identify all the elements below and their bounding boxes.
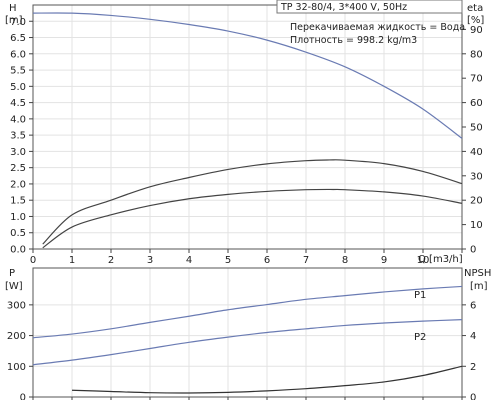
top-panel-series: [32, 12, 463, 249]
x-tick-label: 8: [342, 255, 348, 266]
top-left-tick-label: 2.0: [10, 179, 26, 190]
x-tick-label: 9: [381, 255, 387, 266]
bottom-panel-grid: [33, 268, 462, 398]
x-tick-label: 1: [69, 255, 75, 266]
top-left-tick-label: 6.5: [10, 33, 26, 44]
top-right-tick-label: 40: [470, 147, 483, 158]
bottom-panel-frame: [32, 267, 463, 398]
top-series-0-line: [32, 12, 463, 139]
bottom-panel-ticks: 0 100 200 300 0 2 4 6: [7, 300, 476, 400]
x-tick-label: 7: [303, 255, 309, 266]
x-axis-label: Q [m3/h]: [418, 254, 463, 265]
title-box: [276, 0, 463, 14]
top-right-tick-label: 60: [470, 98, 483, 109]
bottom-right-tick-label: 4: [470, 331, 476, 342]
top-left-tick-label: 1.5: [10, 196, 26, 207]
x-tick-label: 3: [147, 255, 153, 266]
top-right-tick-label: 30: [470, 171, 483, 182]
top-left-tick-label: 6.0: [10, 49, 26, 60]
top-left-tick-label: 7.0: [10, 17, 26, 28]
top-left-tick-label: 1.0: [10, 212, 26, 223]
top-right-tick-label: 70: [470, 74, 483, 85]
bottom-right-axis-label: NPSH: [464, 268, 491, 279]
top-left-tick-label: 4.5: [10, 98, 26, 109]
x-tick-label: 4: [186, 255, 192, 266]
series-label-p2: P2: [414, 332, 426, 343]
top-right-tick-label: 90: [470, 25, 483, 36]
top-left-axis-unit: [m]: [5, 15, 23, 26]
bottom-right-tick-label: 6: [470, 300, 476, 311]
top-series-1-line: [42, 159, 463, 245]
top-left-tick-label: 0.5: [10, 228, 26, 239]
bottom-left-tick-label: 300: [7, 300, 26, 311]
bottom-left-tick-label: 0: [20, 393, 26, 400]
bottom-right-tick-label: 2: [470, 362, 476, 373]
top-left-tick-label: 2.5: [10, 163, 26, 174]
bottom-right-tick-label: 0: [470, 393, 476, 400]
top-panel-grid: [33, 5, 462, 250]
top-left-tick-label: 5.0: [10, 82, 26, 93]
annotation-density: Плотность = 998.2 kg/m3: [290, 35, 417, 46]
x-tick-label: 2: [108, 255, 114, 266]
top-left-axis-label: H: [9, 3, 17, 14]
top-left-tick-label: 0.0: [10, 245, 26, 256]
top-right-tick-label: 20: [470, 196, 483, 207]
annotation-fluid: Перекачиваемая жидкость = Вода: [290, 22, 465, 33]
top-left-tick-label: 3.5: [10, 131, 26, 142]
bottom-left-axis-unit: [W]: [5, 281, 23, 292]
top-right-axis-unit: [%]: [467, 15, 484, 26]
bottom-left-tick-label: 100: [7, 362, 26, 373]
bottom-panel-series: [32, 285, 463, 394]
top-left-tick-label: 5.5: [10, 66, 26, 77]
top-left-tick-label: 3.0: [10, 147, 26, 158]
bottom-left-tick-label: 200: [7, 331, 26, 342]
bottom-right-axis-unit: [m]: [470, 281, 488, 292]
top-left-tick-label: 4.0: [10, 114, 26, 125]
bottom-left-axis-label: P: [9, 268, 15, 279]
p1-line: [32, 285, 463, 339]
x-tick-label: 5: [225, 255, 231, 266]
top-right-tick-label: 50: [470, 123, 483, 134]
x-tick-label: 10: [417, 255, 430, 266]
series-label-p1: P1: [414, 290, 426, 301]
top-panel-ticks: 0 1 2 3 4 5 6 7 8 9 10 0.0 0.5 1.0 1.5 2.0 2.5 3.0 3.5 4.0 4…: [10, 17, 483, 266]
top-series-2-line: [42, 188, 463, 249]
p2-line: [32, 319, 463, 366]
top-right-axis-label: eta: [467, 3, 483, 14]
x-tick-label: 6: [264, 255, 270, 266]
top-right-tick-label: 10: [470, 220, 483, 231]
chart-title: TP 32-80/4, 3*400 V, 50Hz: [280, 2, 407, 13]
bottom-series-2-line: [71, 365, 463, 394]
x-tick-label: 0: [30, 255, 36, 266]
top-right-tick-label: 0: [470, 245, 476, 256]
top-right-tick-label: 80: [470, 49, 483, 60]
